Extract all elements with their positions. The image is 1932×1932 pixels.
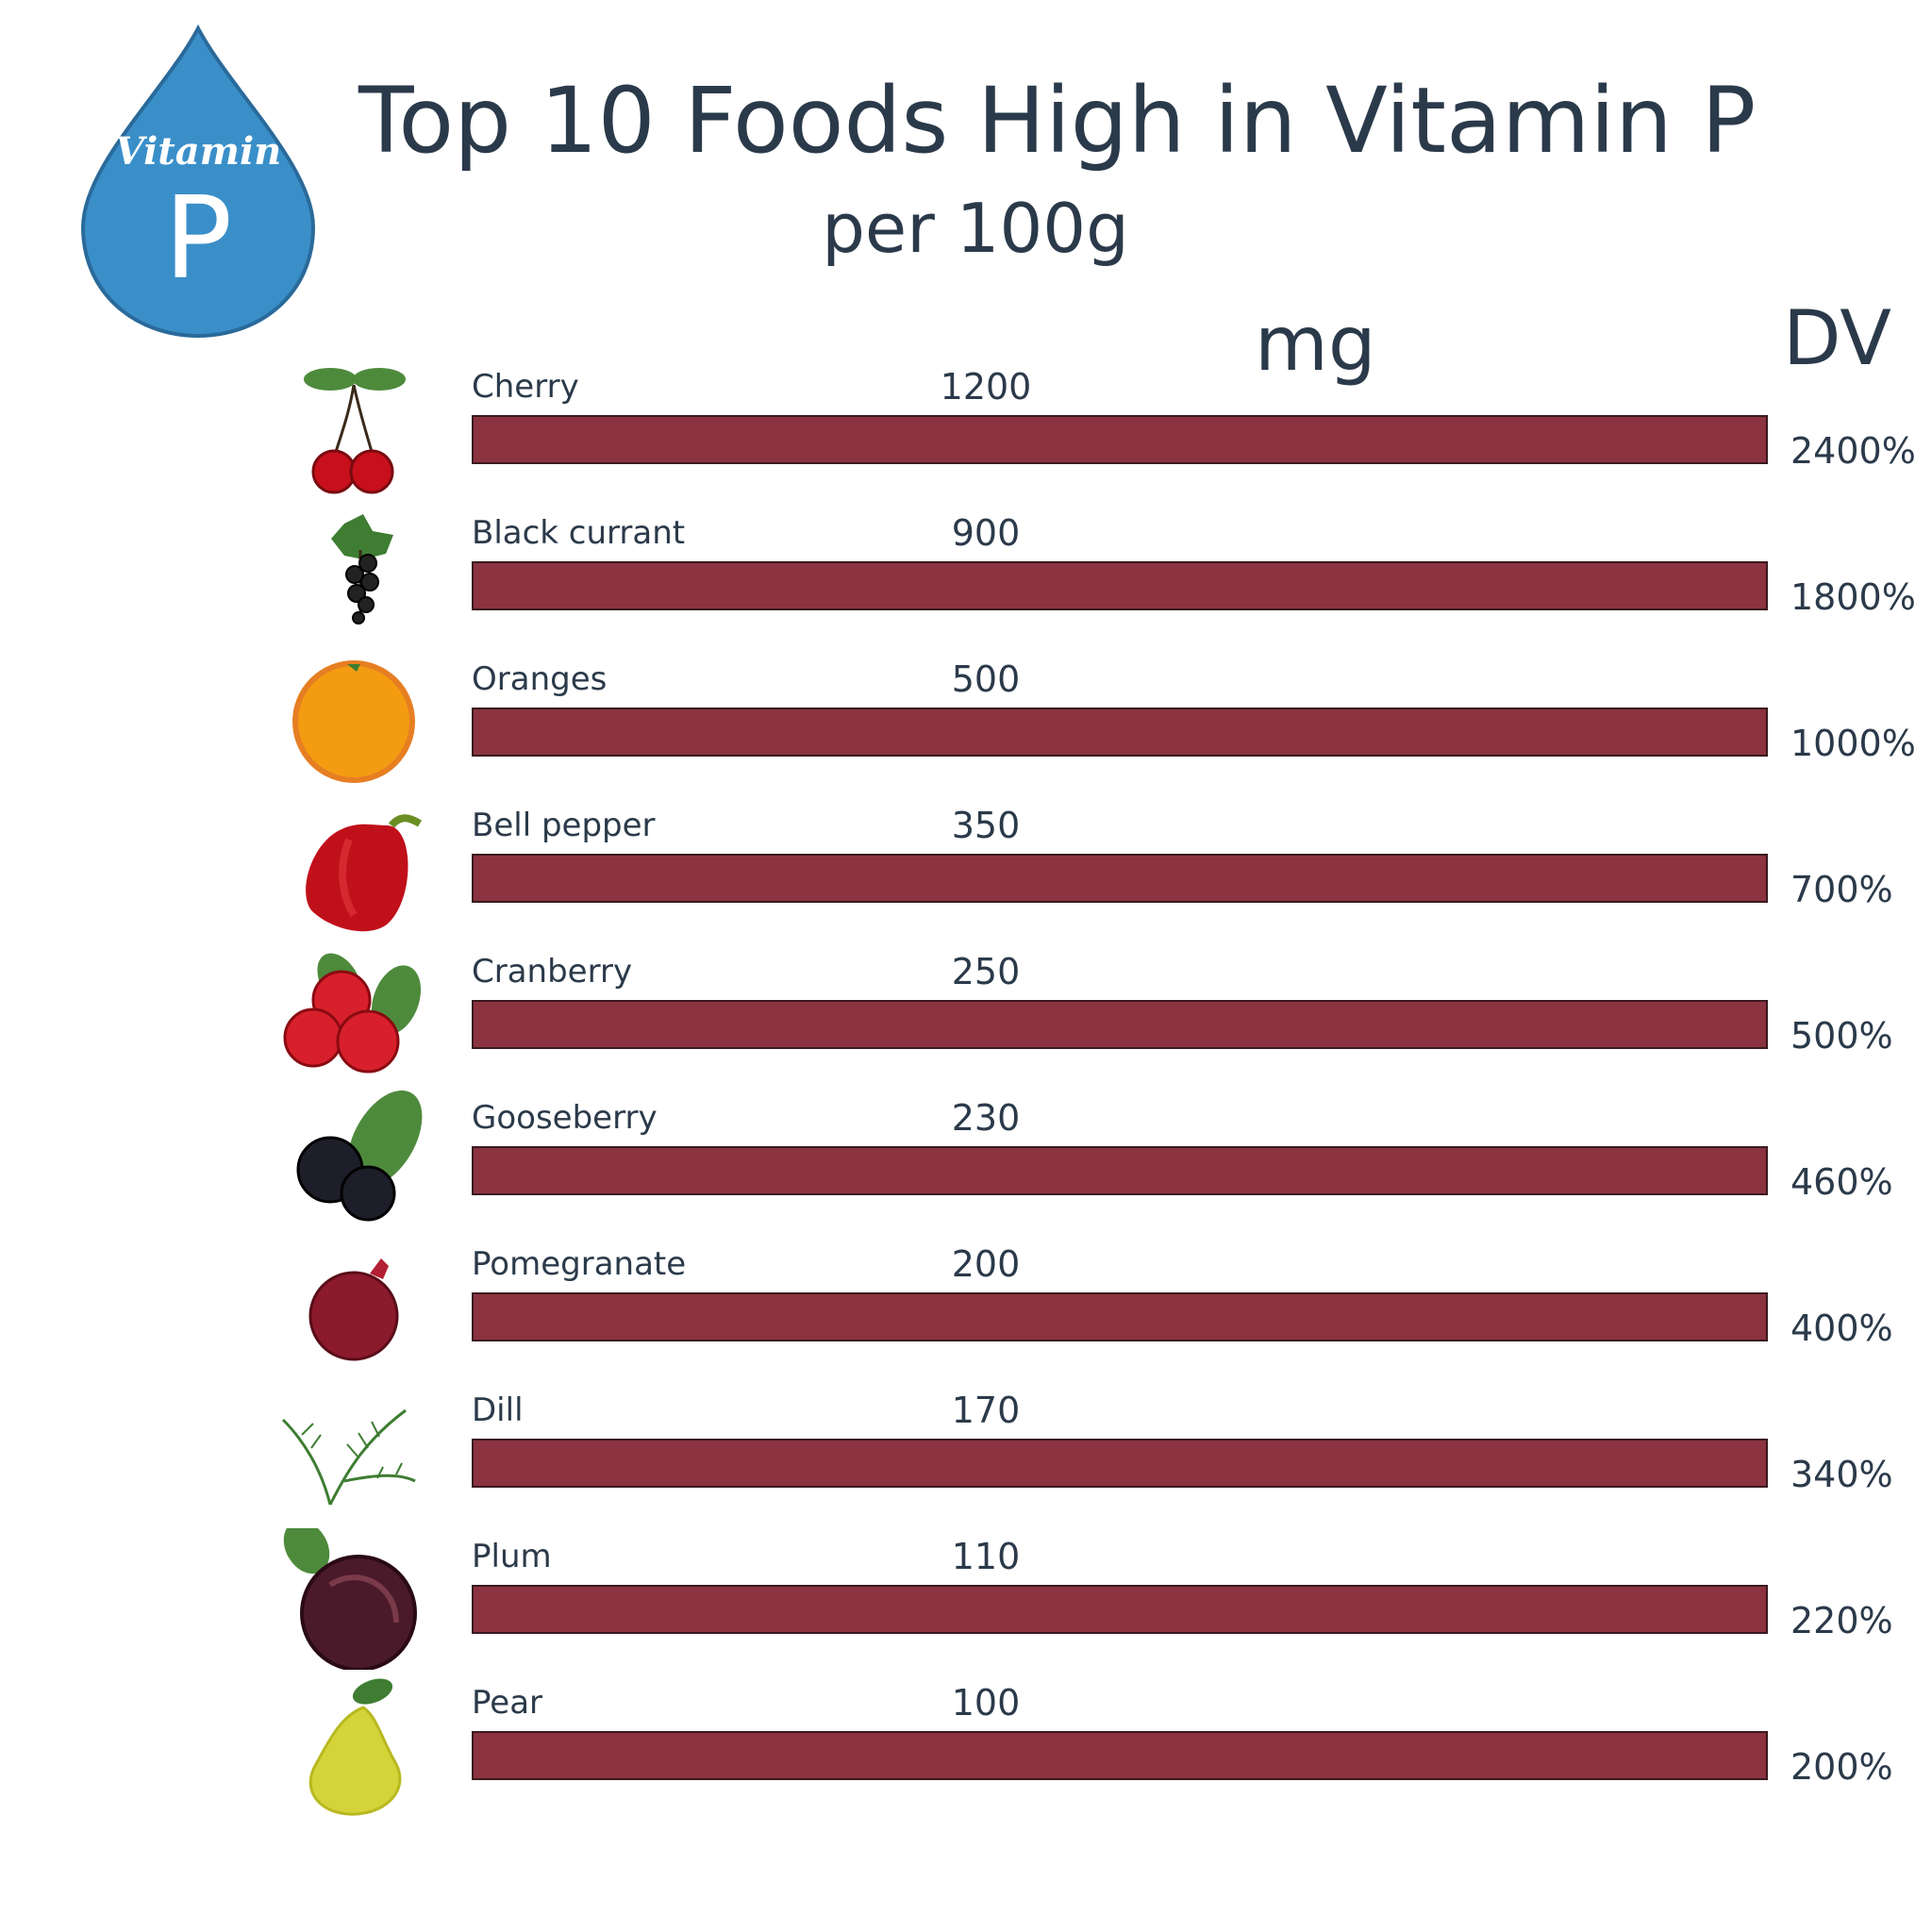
bar: [472, 1292, 1768, 1341]
bar-row: Cranberry 250 500%: [0, 951, 1932, 1094]
bar-row: Bell pepper 350 700%: [0, 805, 1932, 948]
category-label: Dill: [472, 1391, 524, 1429]
category-label: Cranberry: [472, 953, 633, 991]
bar-row: Oranges 500 1000%: [0, 658, 1932, 802]
value-label: 250: [951, 951, 1021, 992]
vitamin-p-drop-icon: Vitamin P: [80, 25, 316, 339]
bar: [472, 1000, 1768, 1049]
value-label: 230: [951, 1097, 1021, 1139]
bar-row: Pomegranate 200 400%: [0, 1243, 1932, 1387]
dill-icon: [281, 1408, 416, 1506]
value-label: 100: [951, 1682, 1021, 1724]
unit-dv-header: DV: [1783, 294, 1891, 382]
category-label: Pomegranate: [472, 1245, 687, 1283]
category-label: Oranges: [472, 660, 608, 698]
value-label: 110: [951, 1536, 1021, 1577]
chart-subtitle: per 100g: [822, 189, 1129, 268]
bar: [472, 708, 1768, 757]
category-label: Black currant: [472, 514, 686, 552]
bar: [472, 415, 1768, 464]
category-label: Cherry: [472, 368, 579, 406]
dv-label: 2400%: [1790, 430, 1916, 472]
dv-label: 220%: [1790, 1600, 1893, 1641]
dv-label: 500%: [1790, 1015, 1893, 1057]
bar: [472, 1439, 1768, 1488]
pear-icon: [308, 1678, 402, 1816]
bar-row: Cherry 1200 2400%: [0, 366, 1932, 509]
cherry-icon: [304, 368, 406, 494]
value-label: 350: [951, 805, 1021, 846]
category-label: Pear: [472, 1684, 543, 1722]
value-label: 500: [951, 658, 1021, 700]
bar-row: Pear 100 200%: [0, 1678, 1932, 1825]
dv-label: 340%: [1790, 1454, 1893, 1495]
value-label: 170: [951, 1390, 1021, 1431]
pomegranate-icon: [308, 1258, 399, 1361]
dv-label: 700%: [1790, 869, 1893, 910]
dv-label: 200%: [1790, 1746, 1893, 1788]
plum-icon: [283, 1528, 417, 1670]
value-label: 200: [951, 1243, 1021, 1285]
bar-row: Plum 110 220%: [0, 1528, 1932, 1679]
orange-icon: [292, 660, 415, 783]
bell-pepper-icon: [306, 814, 423, 932]
cranberry-icon: [283, 953, 422, 1074]
bar: [472, 1146, 1768, 1195]
bar: [472, 1731, 1768, 1780]
value-label: 900: [951, 512, 1021, 554]
dv-label: 460%: [1790, 1161, 1893, 1203]
black-currant-icon: [331, 514, 393, 625]
bar: [472, 561, 1768, 610]
badge-letter: P: [164, 174, 232, 305]
bar-row: Black currant 900 1800%: [0, 512, 1932, 656]
category-label: Bell pepper: [472, 807, 656, 844]
badge-word: Vitamin: [115, 129, 282, 174]
dv-label: 1000%: [1790, 723, 1916, 764]
bar-row: Dill 170 340%: [0, 1390, 1932, 1533]
category-label: Gooseberry: [472, 1099, 658, 1137]
chart-title: Top 10 Foods High in Vitamin P: [358, 68, 1757, 174]
category-label: Plum: [472, 1538, 552, 1575]
dv-label: 400%: [1790, 1307, 1893, 1349]
unit-mg-header: mg: [1255, 300, 1376, 388]
bar: [472, 1585, 1768, 1634]
dv-label: 1800%: [1790, 576, 1916, 618]
gooseberry-icon: [296, 1090, 423, 1222]
bar: [472, 854, 1768, 903]
bar-row: Gooseberry 230 460%: [0, 1090, 1932, 1241]
value-label: 1200: [940, 366, 1032, 408]
